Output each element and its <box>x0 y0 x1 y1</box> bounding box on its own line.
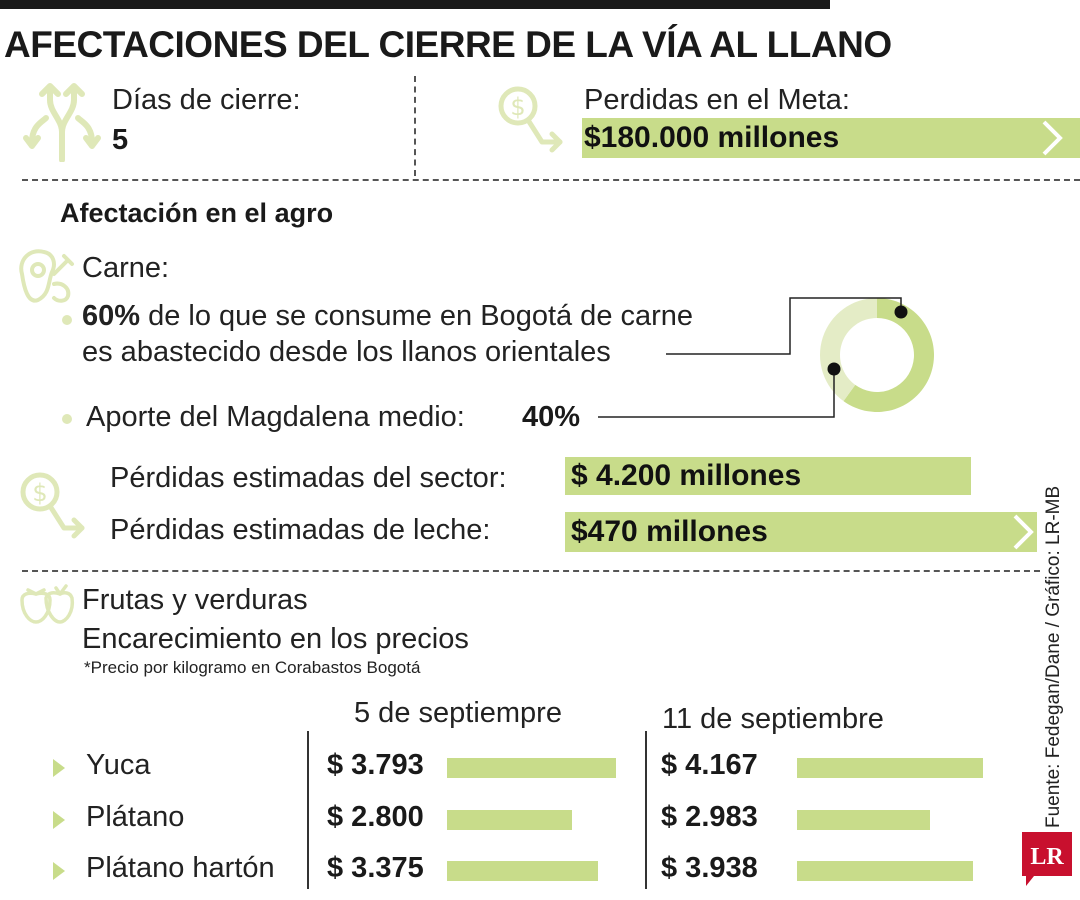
bullet-dot <box>62 315 72 325</box>
column-rule-2 <box>645 731 647 889</box>
price-label: $ 4.167 <box>661 749 758 781</box>
bullet1-line1: 60% de lo que se consume en Bogotá de ca… <box>82 300 693 333</box>
category-label: Plátano <box>86 801 185 833</box>
leche-value: $470 millones <box>571 515 768 548</box>
price-bar <box>797 758 983 778</box>
bullet1-text: de lo que se consume en Bogotá de carne <box>140 300 694 332</box>
losses-band: $180.000 millones <box>582 118 1080 158</box>
bullet1-line2: es abastecido desde los llanos orientale… <box>82 336 611 368</box>
svg-text:LR: LR <box>1030 844 1064 870</box>
meat-icon <box>14 244 76 306</box>
top-rule <box>0 0 830 9</box>
row-marker-icon <box>53 811 65 829</box>
frutas-heading: Frutas y verduras <box>82 584 308 616</box>
bullet-dot <box>62 414 72 424</box>
sector-band: $ 4.200 millones <box>565 457 971 495</box>
days-label: Días de cierre: <box>112 84 301 116</box>
road-split-icon <box>22 82 102 162</box>
sector-label: Pérdidas estimadas del sector: <box>110 462 507 494</box>
sector-value: $ 4.200 millones <box>571 459 802 492</box>
donut-group <box>820 298 934 412</box>
category-label: Yuca <box>86 749 151 781</box>
money-down-icon: $ <box>496 84 568 160</box>
leche-band: $470 millones <box>565 512 1037 552</box>
price-label: $ 3.375 <box>327 852 424 884</box>
agro-heading: Afectación en el agro <box>60 198 334 228</box>
frutas-subheading: Encarecimiento en los precios <box>82 623 469 655</box>
col1-header: 5 de septiempre <box>354 697 562 729</box>
money-down-icon: $ <box>18 470 90 546</box>
bullet2-label: Aporte del Magdalena medio: <box>86 401 465 433</box>
price-bar <box>447 758 616 778</box>
carne-label: Carne: <box>82 252 170 284</box>
column-rule-1 <box>307 731 309 889</box>
price-label: $ 3.793 <box>327 749 424 781</box>
losses-label: Perdidas en el Meta: <box>584 84 850 116</box>
callout-line-magdalena <box>598 369 835 418</box>
price-bar <box>447 861 598 881</box>
fruit-icon <box>16 580 76 626</box>
price-bar <box>797 861 973 881</box>
summary-divider <box>414 76 416 176</box>
donut-slice-2 <box>820 298 877 402</box>
losses-value: $180.000 millones <box>584 121 840 154</box>
lr-logo: LR <box>1022 832 1072 886</box>
price-label: $ 3.938 <box>661 852 758 884</box>
section-divider-1 <box>22 179 1080 181</box>
page-title: AFECTACIONES DEL CIERRE DE LA VÍA AL LLA… <box>4 24 892 65</box>
callout-dot-magdalena <box>827 362 841 376</box>
category-label: Plátano hartón <box>86 852 275 884</box>
row-marker-icon <box>53 759 65 777</box>
svg-text:$: $ <box>32 479 47 507</box>
days-value: 5 <box>112 124 129 156</box>
callout-line-llanos <box>666 297 902 355</box>
leche-label: Pérdidas estimadas de leche: <box>110 514 491 546</box>
col2-header: 11 de septiembre <box>662 703 884 735</box>
price-bar <box>797 810 930 830</box>
frutas-note: *Precio por kilogramo en Corabastos Bogo… <box>84 658 421 677</box>
price-bar <box>447 810 572 830</box>
section-divider-2 <box>22 570 1040 572</box>
price-label: $ 2.800 <box>327 801 424 833</box>
callout-dot-llanos <box>894 305 908 319</box>
bullet1-percent: 60% <box>82 300 141 332</box>
row-marker-icon <box>53 862 65 880</box>
bullet2-value: 40% <box>522 401 581 433</box>
source-credit-text: Fuente: Fedegan/Dane / Gráfico: LR-MB <box>1043 485 1064 828</box>
svg-text:$: $ <box>510 93 525 121</box>
price-label: $ 2.983 <box>661 801 758 833</box>
donut-slice-1 <box>843 298 934 412</box>
